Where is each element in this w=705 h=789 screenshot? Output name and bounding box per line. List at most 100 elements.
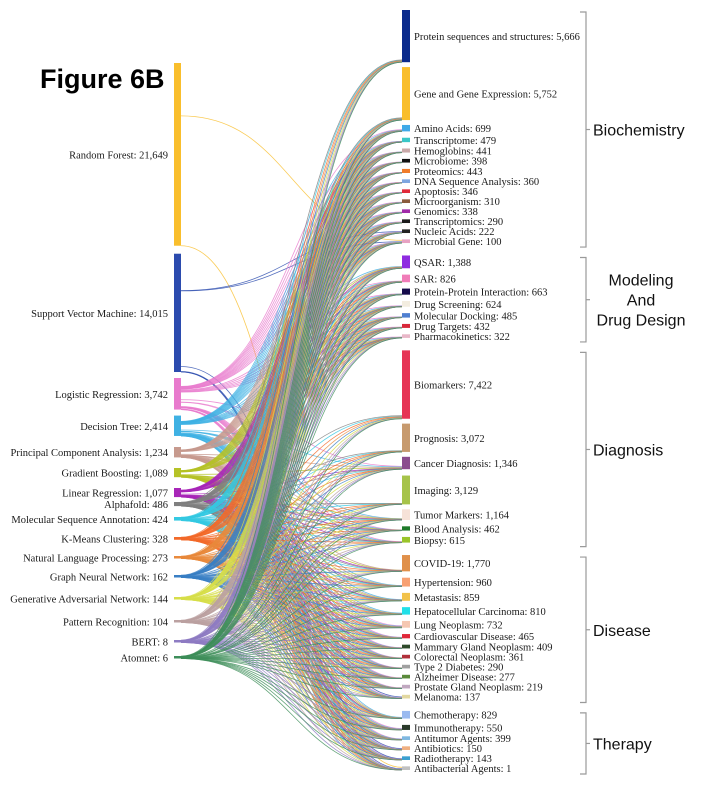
- link-graph-neural-network-to-imaging: [180, 503, 403, 578]
- link-atomnet-to-biopsy: [180, 542, 403, 659]
- target-bar-proteomics: [402, 168, 410, 173]
- target-label-nucleic-acids: Nucleic Acids: 222: [414, 227, 494, 238]
- target-label-microbial-gene: Microbial Gene: 100: [414, 237, 501, 248]
- target-node-biopsy: Biopsy: 615: [402, 536, 465, 547]
- link-natural-language-processing-to-cancer-diagnosis: [180, 468, 403, 559]
- source-bar-molecular-sequence-annotation: [174, 517, 181, 521]
- target-node-hemoglobins: Hemoglobins: 441: [402, 147, 492, 158]
- target-node-tumor-markers: Tumor Markers: 1,164: [402, 509, 510, 522]
- source-node-k-means-clustering: K-Means Clustering: 328: [61, 534, 181, 545]
- target-bar-sar: [402, 274, 410, 283]
- target-node-drug-screening: Drug Screening: 624: [402, 300, 502, 311]
- target-bar-mammary-gland-neoplasm: [402, 644, 410, 649]
- target-node-apoptosis: Apoptosis: 346: [402, 187, 478, 198]
- source-bar-alphafold: [174, 502, 181, 507]
- link-decision-tree-to-amino-acids: [180, 129, 403, 422]
- link-atomnet-to-melanoma: [180, 657, 403, 699]
- target-bar-nucleic-acids: [402, 229, 410, 234]
- target-bar-transcriptome: [402, 137, 410, 143]
- source-label-k-means-clustering: K-Means Clustering: 328: [61, 534, 168, 545]
- source-label-atomnet: Atomnet: 6: [120, 653, 168, 664]
- target-bar-metastasis: [402, 592, 410, 601]
- target-bar-biomarkers: [402, 350, 410, 419]
- target-label-microorganism: Microorganism: 310: [414, 197, 500, 208]
- source-label-support-vector-machine: Support Vector Machine: 14,015: [31, 309, 168, 320]
- target-label-melanoma: Melanoma: 137: [414, 693, 480, 704]
- link-bert-to-alzheimer-disease: [180, 641, 403, 679]
- group-bracket-disease: [580, 556, 587, 704]
- link-natural-language-processing-to-amino-acids: [180, 130, 403, 558]
- target-bar-lung-neoplasm: [402, 620, 410, 628]
- target-bar-covid-19: [402, 555, 410, 572]
- source-bar-decision-tree: [174, 415, 181, 436]
- link-atomnet-to-alzheimer-disease: [180, 657, 403, 679]
- link-graph-neural-network-to-protein-sequences-and-structures: [180, 61, 403, 576]
- group-bracket-biochemistry: [580, 11, 587, 248]
- link-logistic-regression-to-immunotherapy: [180, 408, 403, 729]
- link-generative-adversarial-network-to-prognosis: [180, 451, 403, 600]
- link-k-means-clustering-to-cancer-diagnosis: [180, 468, 403, 540]
- link-atomnet-to-biomarkers: [180, 418, 403, 658]
- target-bar-protein-protein-interaction: [402, 288, 410, 295]
- target-bar-microbial-gene: [402, 239, 410, 244]
- link-bert-to-apoptosis: [180, 192, 403, 642]
- target-bar-cancer-diagnosis: [402, 456, 410, 470]
- target-node-amino-acids: Amino Acids: 699: [402, 124, 491, 135]
- source-node-linear-regression: Linear Regression: 1,077: [62, 488, 181, 500]
- sankey-links: [180, 59, 403, 771]
- link-bert-to-prostate-gland-neoplasm: [180, 642, 403, 689]
- link-bert-to-drug-screening: [180, 306, 403, 642]
- link-generative-adversarial-network-to-covid-19: [180, 570, 403, 600]
- link-graph-neural-network-to-prognosis: [180, 451, 403, 578]
- target-bar-hepatocellular-carcinoma: [402, 607, 410, 615]
- link-atomnet-to-genomics: [180, 212, 403, 658]
- category-groups: Biochemistry Modeling And Drug Design Diagno…: [580, 11, 685, 775]
- source-node-graph-neural-network: Graph Neural Network: 162: [50, 572, 181, 583]
- source-node-support-vector-machine: Support Vector Machine: 14,015: [31, 253, 181, 373]
- target-node-drug-targets: Drug Targets: 432: [402, 322, 490, 333]
- target-label-biopsy: Biopsy: 615: [414, 536, 465, 547]
- target-bar-prognosis: [402, 423, 410, 452]
- link-atomnet-to-cancer-diagnosis: [180, 468, 403, 658]
- group-bracket-modeling-and-drug-design: [580, 256, 587, 343]
- target-bar-tumor-markers: [402, 509, 410, 520]
- link-generative-adversarial-network-to-cancer-diagnosis: [180, 468, 403, 600]
- link-atomnet-to-drug-targets: [180, 327, 403, 658]
- link-atomnet-to-metastasis: [180, 600, 403, 659]
- target-bar-apoptosis: [402, 189, 410, 194]
- target-label-drug-screening: Drug Screening: 624: [414, 300, 502, 311]
- link-alphafold-to-protein-sequences-and-structures: [180, 59, 403, 503]
- link-graph-neural-network-to-amino-acids: [180, 130, 403, 577]
- target-node-cardiovascular-disease: Cardiovascular Disease: 465: [402, 632, 534, 643]
- target-node-microbiome: Microbiome: 398: [402, 157, 487, 168]
- link-generative-adversarial-network-to-blood-analysis: [180, 530, 403, 600]
- target-node-metastasis: Metastasis: 859: [402, 593, 480, 604]
- target-bar-genomics: [402, 209, 410, 214]
- target-bar-alzheimer-disease: [402, 674, 410, 679]
- target-label-drug-targets: Drug Targets: 432: [414, 322, 490, 333]
- source-label-generative-adversarial-network: Generative Adversarial Network: 144: [10, 594, 168, 605]
- link-atomnet-to-prognosis: [180, 451, 403, 658]
- source-label-graph-neural-network: Graph Neural Network: 162: [50, 572, 168, 583]
- target-label-prognosis: Prognosis: 3,072: [414, 434, 485, 445]
- group-bracket-therapy: [580, 712, 587, 775]
- group-label-diagnosis: Diagnosis: [593, 442, 663, 459]
- target-node-alzheimer-disease: Alzheimer Disease: 277: [402, 673, 515, 684]
- group-bracket-diagnosis: [580, 351, 587, 548]
- target-node-microorganism: Microorganism: 310: [402, 197, 500, 208]
- link-k-means-clustering-to-hepatocellular-carcinoma: [180, 539, 403, 615]
- link-atomnet-to-prostate-gland-neoplasm: [180, 657, 403, 689]
- link-k-means-clustering-to-protein-sequences-and-structures: [180, 60, 403, 538]
- target-bar-gene-and-gene-expression: [402, 67, 410, 121]
- source-label-principal-component-analysis: Principal Component Analysis: 1,234: [11, 448, 169, 459]
- target-label-blood-analysis: Blood Analysis: 462: [414, 524, 500, 535]
- link-generative-adversarial-network-to-tumor-markers: [180, 519, 403, 600]
- link-atomnet-to-transcriptomics: [180, 222, 403, 658]
- target-nodes: Protein sequences and structures: 5,666 G…: [402, 10, 580, 775]
- target-node-chemotherapy: Chemotherapy: 829: [402, 711, 497, 722]
- source-bar-natural-language-processing: [174, 556, 181, 559]
- target-node-prognosis: Prognosis: 3,072: [402, 423, 485, 452]
- target-bar-qsar: [402, 255, 410, 269]
- link-atomnet-to-imaging: [180, 503, 403, 659]
- link-atomnet-to-covid-19: [180, 570, 403, 659]
